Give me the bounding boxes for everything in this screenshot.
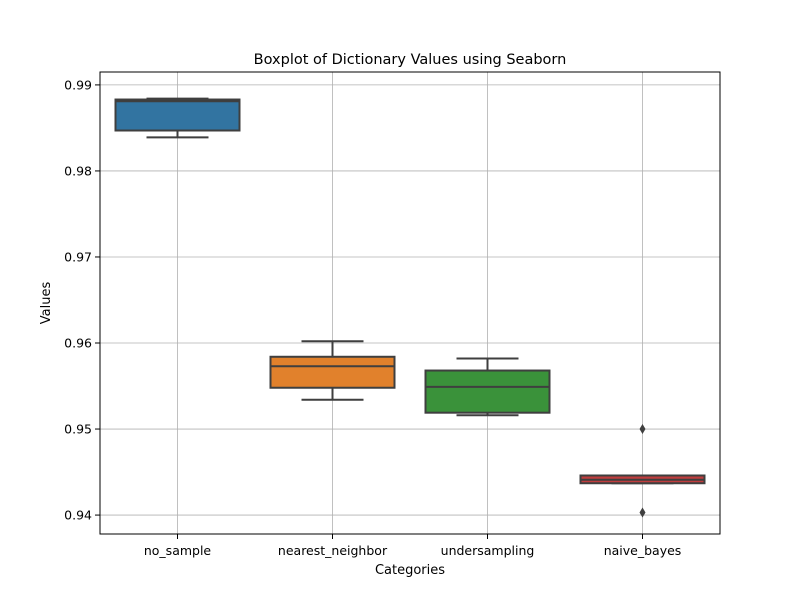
x-tick-label: undersampling — [441, 543, 535, 558]
x-tick-label: no_sample — [144, 543, 212, 558]
box-undersampling — [424, 357, 551, 417]
x-tick-label: nearest_neighbor — [278, 543, 388, 558]
plot-frame — [99, 71, 721, 535]
y-tick-label: 0.97 — [64, 249, 92, 264]
x-axis-label: Categories — [375, 563, 445, 578]
box-series — [114, 97, 706, 518]
x-axis-ticks: no_sample nearest_neighbor undersampling na… — [144, 534, 681, 558]
outlier-point — [639, 507, 646, 518]
box-iqr — [114, 98, 241, 132]
box-naive_bayes — [579, 424, 706, 518]
y-tick-label: 0.99 — [64, 77, 92, 92]
y-axis-ticks: 0.94 0.95 0.96 0.97 0.98 0.99 — [64, 77, 100, 523]
box-iqr — [269, 355, 396, 389]
x-tick-label: naive_bayes — [604, 543, 682, 558]
box-iqr — [424, 369, 551, 414]
grid-lines — [100, 72, 720, 534]
box-no_sample — [114, 97, 241, 139]
y-tick-label: 0.95 — [64, 422, 92, 437]
chart-title: Boxplot of Dictionary Values using Seabo… — [254, 52, 567, 68]
y-tick-label: 0.94 — [64, 508, 92, 523]
y-tick-label: 0.96 — [64, 336, 92, 351]
outlier-point — [639, 424, 646, 435]
y-tick-label: 0.98 — [64, 163, 92, 178]
box-nearest_neighbor — [269, 340, 396, 401]
y-axis-label: Values — [39, 282, 54, 325]
